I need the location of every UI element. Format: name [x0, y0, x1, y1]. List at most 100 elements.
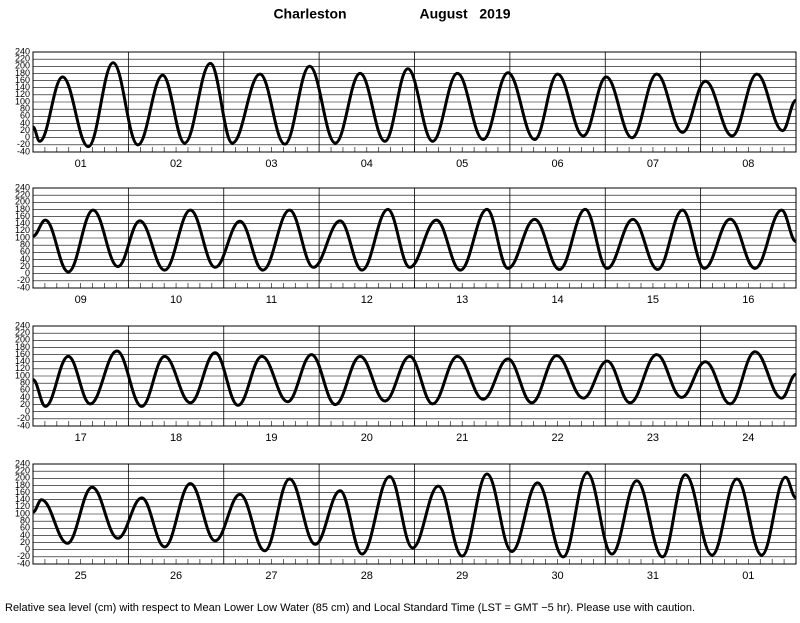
y-tick-label: 0 — [25, 406, 30, 416]
y-tick-label: 0 — [25, 268, 30, 278]
y-tick-label: 160 — [15, 487, 30, 497]
y-tick-label: 220 — [15, 54, 30, 64]
y-tick-label: 200 — [15, 197, 30, 207]
y-tick-label: 80 — [20, 516, 30, 526]
day-label: 02 — [170, 158, 182, 170]
y-tick-label: 240 — [15, 320, 30, 330]
day-label: 01 — [75, 158, 87, 170]
day-label: 18 — [170, 432, 182, 444]
y-tick-label: 100 — [15, 96, 30, 106]
y-tick-label: 0 — [25, 132, 30, 142]
day-label: 15 — [647, 294, 659, 306]
day-label: 30 — [551, 570, 563, 582]
y-tick-label: 60 — [20, 523, 30, 533]
day-label: 11 — [266, 294, 277, 306]
day-label: 16 — [742, 294, 754, 306]
y-tick-label: 240 — [15, 46, 30, 56]
y-tick-label: 140 — [15, 82, 30, 92]
location-title: Charleston — [273, 6, 346, 22]
y-tick-label: -40 — [17, 558, 30, 568]
y-tick-label: -20 — [17, 275, 30, 285]
day-label: 21 — [456, 432, 468, 444]
plot-frame — [32, 51, 797, 153]
y-tick-label: 220 — [15, 190, 30, 200]
y-tick-label: -40 — [17, 146, 30, 156]
y-tick-label: 120 — [15, 501, 30, 511]
y-tick-label: 20 — [20, 537, 30, 547]
day-label: 22 — [551, 432, 563, 444]
y-tick-label: 120 — [15, 89, 30, 99]
day-label: 08 — [742, 158, 754, 170]
day-label: 05 — [456, 158, 468, 170]
y-tick-label: 180 — [15, 204, 30, 214]
y-tick-label: 160 — [15, 211, 30, 221]
y-tick-label: -20 — [17, 551, 30, 561]
y-tick-label: 100 — [15, 508, 30, 518]
tide-curve — [32, 207, 797, 274]
day-label: 14 — [551, 294, 563, 306]
y-tick-label: 200 — [15, 335, 30, 345]
day-label: 04 — [361, 158, 373, 170]
day-label: 06 — [551, 158, 563, 170]
y-tick-label: 60 — [20, 385, 30, 395]
y-tick-label: 140 — [15, 356, 30, 366]
y-tick-label: -20 — [17, 413, 30, 423]
y-tick-label: 240 — [15, 458, 30, 468]
y-tick-label: 140 — [15, 494, 30, 504]
y-tick-label: 180 — [15, 480, 30, 490]
y-tick-label: 80 — [20, 240, 30, 250]
day-label: 25 — [75, 570, 87, 582]
tide-curve — [32, 61, 797, 149]
day-label: 09 — [75, 294, 87, 306]
y-tick-label: 160 — [15, 349, 30, 359]
y-tick-label: 80 — [20, 104, 30, 114]
y-tick-label: 140 — [15, 218, 30, 228]
day-label: 27 — [265, 570, 277, 582]
day-label: 01 — [742, 570, 754, 582]
day-label: 19 — [265, 432, 277, 444]
plot-frame — [32, 187, 797, 289]
y-tick-label: 60 — [20, 111, 30, 121]
y-tick-label: 20 — [20, 399, 30, 409]
plot-frame — [32, 325, 797, 427]
y-tick-label: 180 — [15, 68, 30, 78]
y-tick-label: -20 — [17, 139, 30, 149]
day-label: 26 — [170, 570, 182, 582]
y-tick-label: 0 — [25, 544, 30, 554]
y-tick-label: 120 — [15, 225, 30, 235]
y-tick-label: 160 — [15, 75, 30, 85]
y-tick-label: -40 — [17, 420, 30, 430]
y-tick-label: 240 — [15, 182, 30, 192]
day-label: 20 — [361, 432, 373, 444]
day-label: 12 — [361, 294, 373, 306]
y-tick-label: 40 — [20, 118, 30, 128]
footer-note: Relative sea level (cm) with respect to … — [5, 602, 695, 614]
y-tick-label: 40 — [20, 530, 30, 540]
y-tick-label: 180 — [15, 342, 30, 352]
y-tick-label: 100 — [15, 370, 30, 380]
day-label: 31 — [647, 570, 659, 582]
period-title: August 2019 — [419, 6, 510, 22]
day-label: 10 — [170, 294, 182, 306]
y-tick-label: 40 — [20, 254, 30, 264]
y-tick-label: 200 — [15, 61, 30, 71]
day-label: 28 — [361, 570, 373, 582]
day-label: 23 — [647, 432, 659, 444]
day-label: 07 — [647, 158, 659, 170]
day-label: 03 — [265, 158, 277, 170]
y-tick-label: 60 — [20, 247, 30, 257]
tide-curve — [32, 349, 797, 408]
y-tick-label: 20 — [20, 125, 30, 135]
tide-curve — [32, 471, 797, 559]
y-tick-label: 220 — [15, 466, 30, 476]
day-label: 24 — [742, 432, 754, 444]
y-tick-label: 200 — [15, 473, 30, 483]
day-label: 17 — [75, 432, 87, 444]
y-tick-label: 80 — [20, 378, 30, 388]
plot-frame — [32, 463, 797, 565]
y-tick-label: 120 — [15, 363, 30, 373]
y-tick-label: 20 — [20, 261, 30, 271]
day-label: 29 — [456, 570, 468, 582]
